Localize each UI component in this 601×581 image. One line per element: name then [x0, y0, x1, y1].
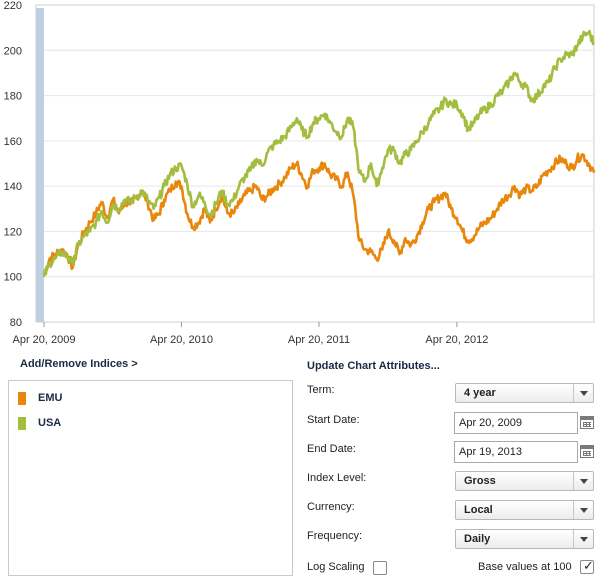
frequency-label: Frequency:: [307, 530, 363, 542]
term-select[interactable]: 4 year: [455, 383, 594, 403]
log-scaling-label: Log Scaling: [307, 561, 365, 573]
chart-series: [42, 29, 596, 277]
end-date-label: End Date:: [307, 443, 356, 455]
currency-label: Currency:: [307, 501, 355, 513]
x-tick-label: Apr 20, 2010: [150, 334, 213, 346]
chevron-down-icon: [573, 472, 593, 490]
index-item-usa[interactable]: USA: [18, 416, 61, 430]
chevron-down-icon: [573, 384, 593, 402]
index-level-value: Gross: [464, 475, 496, 487]
index-label-emu: EMU: [38, 392, 63, 404]
x-tick-label: Apr 20, 2011: [288, 334, 350, 346]
start-date-input[interactable]: Apr 20, 2009: [454, 412, 578, 434]
y-tick-label: 160: [4, 136, 22, 148]
calendar-icon[interactable]: [580, 416, 594, 429]
frequency-value: Daily: [464, 533, 491, 545]
checkmark-icon: ✓: [583, 558, 594, 573]
calendar-icon[interactable]: [580, 445, 594, 458]
y-tick-label: 140: [4, 181, 22, 193]
end-date-input[interactable]: Apr 19, 2013: [454, 441, 578, 463]
index-label-usa: USA: [38, 417, 62, 429]
y-tick-label: 100: [4, 272, 22, 284]
indices-list: EMU USA: [8, 380, 293, 576]
y-tick-label: 120: [4, 226, 22, 238]
chevron-down-icon: [573, 530, 593, 548]
start-date-label: Start Date:: [307, 414, 360, 426]
y-tick-label: 180: [4, 91, 22, 103]
y-axis: 80 100 120 140 160 180 200 220: [4, 0, 22, 329]
chevron-down-icon: [573, 501, 593, 519]
index-level-select[interactable]: Gross: [455, 471, 594, 491]
series-line-usa: [42, 29, 595, 277]
update-chart-attributes-title: Update Chart Attributes...: [307, 360, 440, 372]
add-remove-indices-link[interactable]: Add/Remove Indices >: [20, 358, 138, 370]
chart-grid: [36, 49, 594, 278]
start-marker: [36, 8, 44, 322]
y-tick-label: 220: [4, 0, 22, 12]
frequency-select[interactable]: Daily: [455, 529, 594, 549]
term-label: Term:: [307, 384, 335, 396]
y-tick-label: 80: [10, 317, 22, 329]
x-tick-label: Apr 20, 2012: [425, 334, 488, 346]
index-item-emu[interactable]: EMU: [18, 391, 62, 405]
term-value: 4 year: [464, 387, 496, 399]
index-level-label: Index Level:: [307, 472, 367, 484]
currency-select[interactable]: Local: [455, 500, 594, 520]
currency-value: Local: [464, 504, 493, 516]
y-tick-label: 200: [4, 45, 22, 57]
base-values-checkbox[interactable]: ✓: [580, 558, 594, 574]
plot-area: [35, 4, 595, 323]
usa-swatch: [18, 416, 26, 430]
base-values-label: Base values at 100: [478, 561, 572, 573]
log-scaling-checkbox[interactable]: [373, 561, 387, 575]
emu-swatch: [18, 391, 26, 405]
x-axis: Apr 20, 2009 Apr 20, 2010 Apr 20, 2011 Apr …: [13, 322, 488, 346]
x-tick-label: Apr 20, 2009: [13, 334, 76, 346]
